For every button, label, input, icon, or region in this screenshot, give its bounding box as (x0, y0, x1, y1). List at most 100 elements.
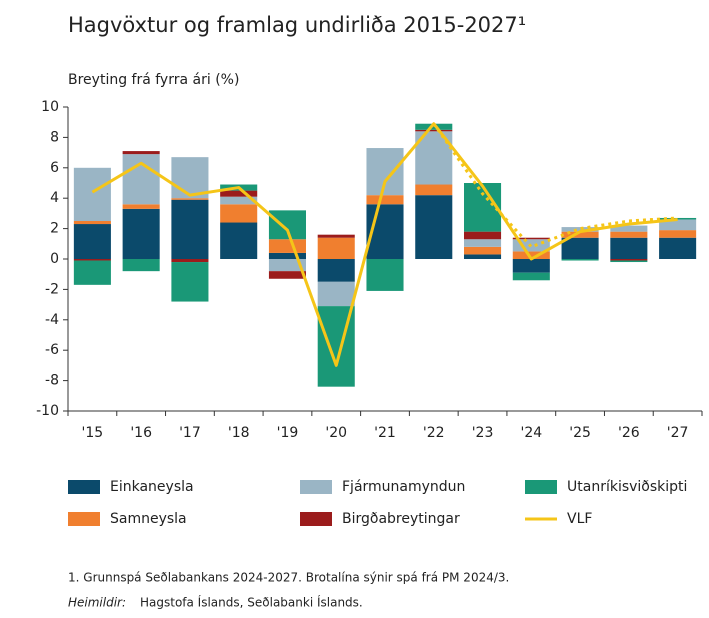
bar (561, 227, 599, 232)
y-tick-label: -8 (45, 373, 59, 389)
bar (464, 183, 502, 232)
bar (464, 239, 502, 247)
bar (464, 231, 502, 240)
bar (73, 224, 111, 259)
bar (610, 237, 648, 259)
bar (464, 254, 502, 259)
bar (122, 151, 160, 155)
y-tick-label: 2 (50, 221, 59, 237)
bar (220, 222, 258, 259)
y-tick-label: -2 (45, 281, 59, 297)
bar (415, 129, 453, 132)
bar (659, 230, 697, 238)
bar (512, 251, 550, 259)
x-tick-label: '26 (618, 425, 640, 441)
bar (122, 204, 160, 209)
prior-forecast-line (432, 122, 678, 249)
y-tick-label: -6 (45, 342, 59, 358)
bar (171, 259, 209, 263)
bar (561, 231, 599, 238)
legend-label: Utanríkisviðskipti (567, 479, 687, 495)
x-tick-label: '19 (277, 425, 299, 441)
bar (415, 184, 453, 196)
x-tick-label: '16 (130, 425, 152, 441)
bar (610, 260, 648, 263)
legend-label: Birgðabreytingar (342, 511, 460, 527)
bar (561, 237, 599, 259)
bar (512, 259, 550, 273)
bar (317, 237, 355, 259)
bar (317, 281, 355, 307)
bar (610, 231, 648, 238)
legend-swatch (525, 480, 557, 494)
bar (122, 259, 160, 272)
bar (73, 167, 111, 221)
bar (220, 204, 258, 223)
bar (366, 259, 404, 291)
line (91, 122, 678, 367)
bar (171, 199, 209, 259)
y-tick-label: 0 (50, 251, 59, 267)
x-tick-label: '17 (179, 425, 201, 441)
bar (268, 271, 306, 279)
legend-label: Einkaneysla (110, 479, 194, 495)
bar (220, 190, 258, 197)
bar (464, 246, 502, 255)
bar (171, 262, 209, 302)
x-tick-label: '15 (82, 425, 104, 441)
bar (122, 208, 160, 259)
bar (366, 148, 404, 196)
bar (220, 196, 258, 205)
x-tick-label: '24 (520, 425, 542, 441)
x-tick-label: '23 (472, 425, 494, 441)
bar (73, 260, 111, 285)
y-tick-label: 6 (50, 160, 59, 176)
y-tick-label: 4 (50, 190, 59, 206)
bar (317, 234, 355, 238)
bar (366, 195, 404, 205)
bar (268, 259, 306, 272)
x-tick-label: '22 (423, 425, 445, 441)
bar (171, 198, 209, 200)
x-tick-label: '25 (569, 425, 591, 441)
y-tick-label: 10 (41, 99, 59, 115)
x-tick-label: '18 (228, 425, 250, 441)
source-label: Heimildir: (68, 596, 126, 610)
x-tick-label: '21 (374, 425, 396, 441)
legend-label: Fjármunamyndun (342, 479, 465, 495)
legend-swatch (300, 512, 332, 526)
bar (415, 123, 453, 130)
bar (659, 217, 697, 220)
y-axis-label: Breyting frá fyrra ári (%) (68, 72, 239, 88)
bar (268, 252, 306, 259)
x-tick-label: '27 (667, 425, 689, 441)
bar (415, 195, 453, 259)
bar (610, 259, 648, 261)
footnote: 1. Grunnspá Seðlabankans 2024-2027. Brot… (68, 571, 509, 585)
bar (610, 225, 648, 232)
chart-title: Hagvöxtur og framlag undirliða 2015-2027… (68, 13, 526, 37)
bar (659, 237, 697, 259)
y-tick-label: -4 (45, 312, 59, 328)
y-tick-label: -10 (36, 403, 59, 419)
bar (122, 154, 160, 205)
bar (512, 272, 550, 281)
x-tick-label: '20 (325, 425, 347, 441)
bar (317, 259, 355, 282)
bar (659, 219, 697, 231)
legend-label: VLF (567, 511, 592, 527)
source: Hagstofa Íslands, Seðlabanki Íslands. (140, 595, 363, 610)
bar (561, 259, 599, 261)
bar (268, 210, 306, 240)
bar (171, 157, 209, 199)
legend-label: Samneysla (110, 511, 187, 527)
bar (73, 259, 111, 261)
bar (512, 237, 550, 240)
legend-swatch (300, 480, 332, 494)
y-tick-label: 8 (50, 129, 59, 145)
bar (73, 221, 111, 225)
bar (268, 239, 306, 253)
legend-swatch (68, 512, 100, 526)
legend-swatch (68, 480, 100, 494)
